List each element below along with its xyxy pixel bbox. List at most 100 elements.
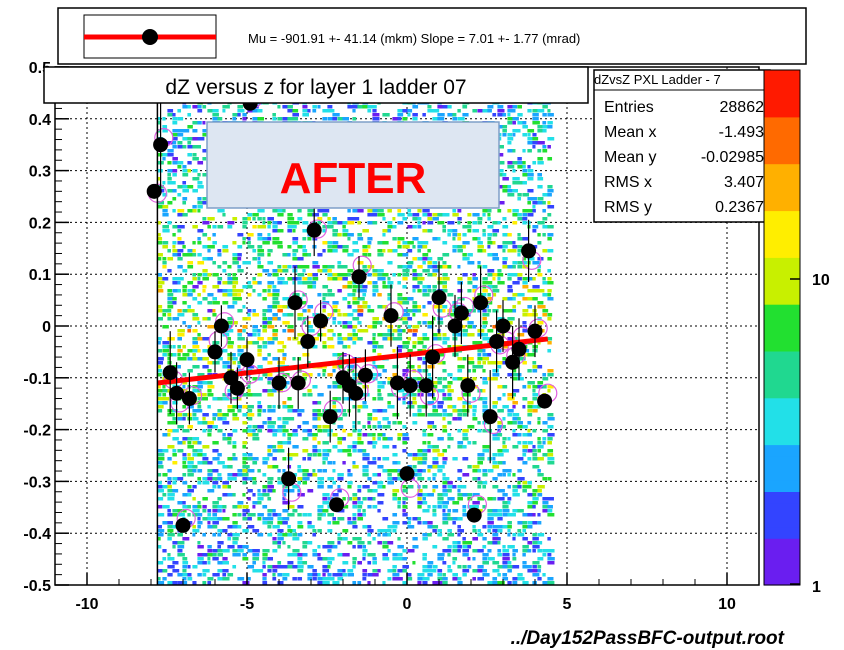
- histogram-cell: [162, 353, 167, 357]
- histogram-cell: [527, 501, 534, 505]
- histogram-cell: [497, 553, 502, 557]
- histogram-cell: [372, 117, 380, 121]
- histogram-cell: [162, 505, 170, 509]
- histogram-cell: [437, 281, 443, 285]
- histogram-cell: [512, 189, 518, 193]
- histogram-cell: [212, 273, 219, 277]
- histogram-cell: [192, 509, 200, 513]
- histogram-cell: [387, 437, 393, 441]
- histogram-cell: [157, 341, 161, 345]
- histogram-cell: [522, 181, 527, 185]
- histogram-cell: [402, 501, 406, 505]
- histogram-cell: [402, 341, 410, 345]
- histogram-cell: [492, 433, 499, 437]
- histogram-cell: [217, 429, 223, 433]
- histogram-cell: [547, 433, 555, 437]
- histogram-cell: [427, 265, 434, 269]
- histogram-cell: [362, 405, 369, 409]
- histogram-cell: [287, 337, 292, 341]
- histogram-cell: [372, 333, 376, 337]
- histogram-cell: [412, 277, 420, 281]
- histogram-cell: [517, 433, 522, 437]
- histogram-cell: [217, 461, 225, 465]
- histogram-cell: [497, 349, 502, 353]
- histogram-cell: [442, 429, 448, 433]
- histogram-cell: [177, 501, 183, 505]
- histogram-cell: [197, 481, 202, 485]
- histogram-cell: [342, 265, 348, 269]
- histogram-cell: [192, 469, 197, 473]
- histogram-cell: [532, 289, 540, 293]
- histogram-cell: [462, 537, 466, 541]
- histogram-cell: [172, 249, 178, 253]
- histogram-cell: [197, 545, 204, 549]
- histogram-cell: [227, 477, 234, 481]
- histogram-cell: [527, 305, 532, 309]
- histogram-cell: [182, 481, 188, 485]
- histogram-cell: [297, 413, 302, 417]
- histogram-cell: [512, 249, 517, 253]
- histogram-cell: [532, 545, 540, 549]
- histogram-cell: [272, 357, 279, 361]
- histogram-cell: [362, 449, 367, 453]
- histogram-cell: [407, 517, 412, 521]
- histogram-cell: [237, 289, 244, 293]
- histogram-cell: [462, 493, 469, 497]
- histogram-cell: [442, 273, 448, 277]
- histogram-cell: [447, 489, 452, 493]
- histogram-cell: [242, 117, 247, 121]
- histogram-cell: [262, 521, 269, 525]
- histogram-cell: [352, 301, 360, 305]
- histogram-cell: [512, 433, 519, 437]
- histogram-cell: [472, 413, 476, 417]
- histogram-cell: [437, 405, 443, 409]
- after-overlay-label: AFTER: [280, 154, 427, 203]
- histogram-cell: [342, 461, 346, 465]
- histogram-cell: [302, 309, 307, 313]
- histogram-cell: [317, 293, 322, 297]
- histogram-cell: [492, 401, 498, 405]
- x-tick-label: -10: [75, 596, 98, 613]
- histogram-cell: [397, 537, 401, 541]
- histogram-cell: [212, 397, 218, 401]
- y-tick-label: 0.3: [29, 164, 51, 181]
- histogram-cell: [377, 277, 383, 281]
- histogram-cell: [282, 269, 289, 273]
- histogram-cell: [327, 109, 335, 113]
- histogram-cell: [337, 309, 341, 313]
- histogram-cell: [422, 209, 430, 213]
- histogram-cell: [507, 497, 512, 501]
- histogram-cell: [227, 305, 235, 309]
- histogram-cell: [412, 329, 418, 333]
- histogram-cell: [547, 373, 554, 377]
- histogram-cell: [337, 261, 342, 265]
- histogram-cell: [357, 537, 362, 541]
- histogram-cell: [312, 449, 319, 453]
- histogram-cell: [462, 405, 466, 409]
- histogram-cell: [327, 573, 332, 577]
- histogram-cell: [412, 377, 420, 381]
- histogram-cell: [367, 421, 371, 425]
- histogram-cell: [262, 341, 268, 345]
- histogram-cell: [292, 253, 297, 257]
- histogram-cell: [197, 469, 203, 473]
- histogram-cell: [402, 245, 410, 249]
- histogram-cell: [472, 505, 479, 509]
- histogram-cell: [157, 233, 161, 237]
- histogram-cell: [537, 141, 545, 145]
- histogram-cell: [217, 277, 223, 281]
- histogram-cell: [197, 237, 201, 241]
- histogram-cell: [392, 553, 399, 557]
- histogram-cell: [402, 569, 407, 573]
- histogram-cell: [347, 285, 352, 289]
- histogram-cell: [267, 289, 271, 293]
- histogram-cell: [252, 553, 260, 557]
- histogram-cell: [252, 393, 260, 397]
- histogram-cell: [212, 525, 218, 529]
- histogram-cell: [187, 405, 194, 409]
- histogram-cell: [157, 489, 165, 493]
- histogram-cell: [302, 477, 310, 481]
- histogram-cell: [372, 345, 378, 349]
- histogram-cell: [362, 453, 370, 457]
- histogram-cell: [327, 485, 333, 489]
